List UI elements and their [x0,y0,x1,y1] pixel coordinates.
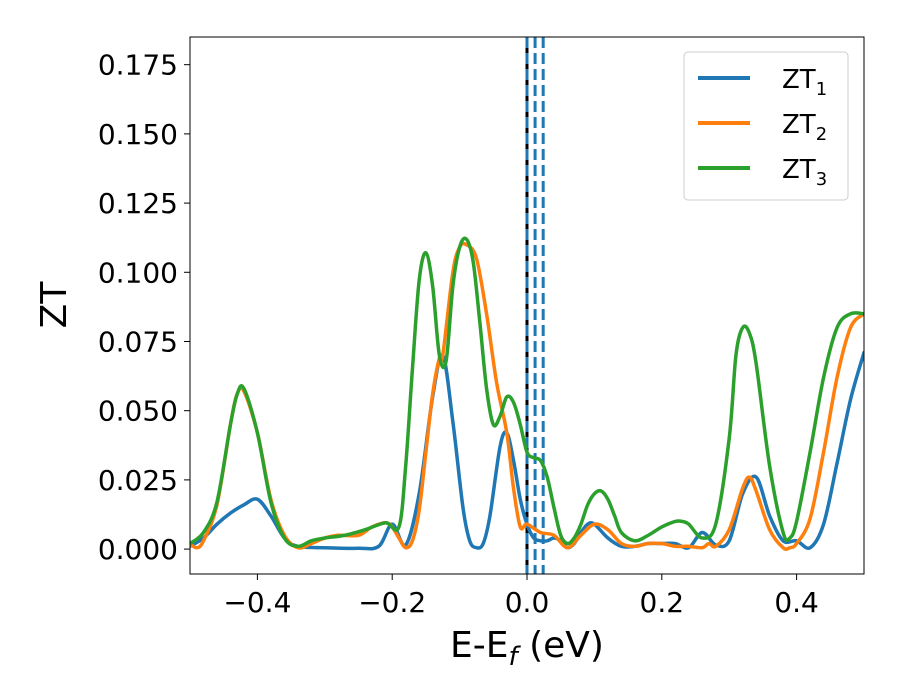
legend-label-zt3: ZT3 [782,155,827,190]
vertical-lines [525,37,545,574]
x-axis-title-unit: (eV) [518,625,604,666]
legend: ZT1 ZT2 ZT3 [683,51,849,201]
legend-label-zt2: ZT2 [782,110,827,145]
x-tick-label: −0.4 [223,586,291,619]
y-tick-label: 0.125 [98,187,178,220]
y-tick-label: 0.050 [98,395,178,428]
series-line-zt2 [190,241,864,551]
series-line-zt3 [190,236,864,549]
series-line-zt1 [190,350,864,551]
y-axis: 0.000 0.025 0.050 0.075 0.100 0.125 0.150 0.175 [98,49,190,566]
x-axis-title: E-Ef (eV) [450,625,604,672]
x-tick-label: 0.2 [640,586,685,619]
plot-area [189,36,865,575]
y-tick-label: 0.175 [98,49,178,82]
y-tick-label: 0.100 [98,256,178,289]
legend-label-zt1: ZT1 [782,65,827,100]
y-tick-label: 0.075 [98,325,178,358]
y-tick-label: 0.000 [98,533,178,566]
x-axis: −0.4 −0.2 0.0 0.2 0.4 [223,574,819,619]
y-axis-title: ZT [34,281,75,329]
y-tick-label: 0.025 [98,464,178,497]
x-tick-label: 0.4 [774,586,819,619]
y-tick-label: 0.150 [98,118,178,151]
x-tick-label: −0.2 [358,586,426,619]
series-lines [190,236,864,551]
legend-frame [683,51,849,201]
x-tick-label: 0.0 [505,586,550,619]
